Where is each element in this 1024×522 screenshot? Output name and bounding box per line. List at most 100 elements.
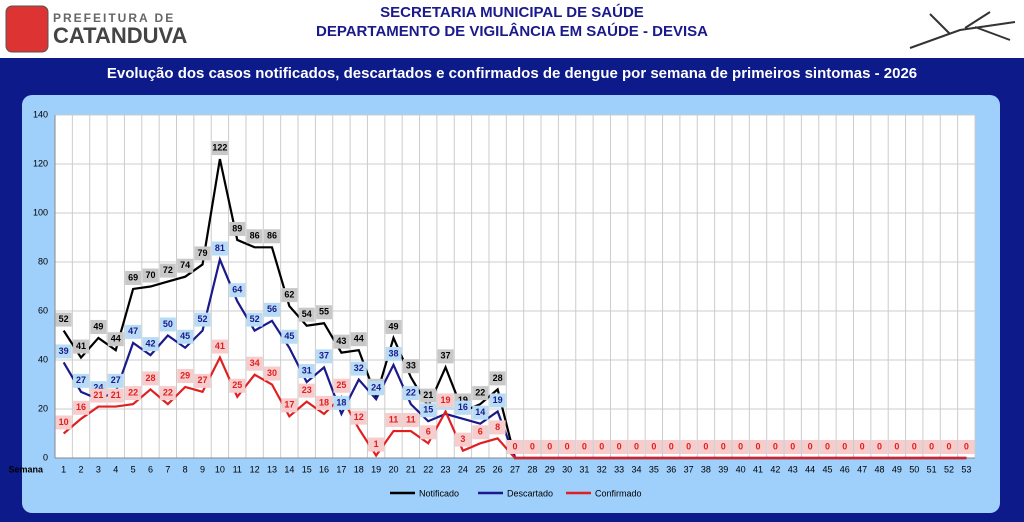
value-label: 21 — [111, 390, 121, 400]
value-label-bg — [628, 440, 645, 454]
value-label-bg — [420, 403, 437, 418]
value-label: 81 — [215, 243, 225, 253]
value-label: 28 — [145, 373, 155, 383]
value-label-bg — [246, 356, 263, 371]
value-label-bg — [750, 440, 767, 454]
value-label: 0 — [721, 441, 726, 451]
value-label: 19 — [458, 395, 468, 405]
value-label-bg — [888, 440, 905, 454]
value-label: 0 — [894, 441, 899, 451]
value-label: 0 — [686, 441, 691, 451]
value-label-bg — [437, 393, 454, 408]
value-label-bg — [55, 415, 72, 430]
value-label: 8 — [495, 422, 500, 432]
y-tick-label: 120 — [33, 158, 48, 168]
value-label-bg — [437, 349, 454, 364]
x-tick-label: 31 — [579, 464, 589, 474]
value-label-bg — [211, 339, 228, 354]
value-label-bg — [836, 440, 853, 454]
value-label: 1 — [374, 439, 379, 449]
value-label-bg — [472, 425, 489, 440]
value-label-bg — [316, 305, 333, 320]
value-label: 0 — [547, 441, 552, 451]
value-label-bg — [350, 361, 367, 376]
value-label: 18 — [336, 397, 346, 407]
legend-label: Descartado — [507, 488, 553, 498]
x-tick-label: 3 — [96, 464, 101, 474]
value-label: 42 — [145, 338, 155, 348]
value-label-bg — [368, 381, 385, 396]
value-label-bg — [125, 324, 142, 339]
value-label-bg — [368, 437, 385, 452]
value-label-bg — [576, 440, 593, 454]
value-label-bg — [263, 366, 280, 381]
value-label: 24 — [371, 383, 381, 393]
value-label: 29 — [180, 370, 190, 380]
x-tick-label: 32 — [597, 464, 607, 474]
y-tick-label: 140 — [33, 109, 48, 119]
value-label: 56 — [267, 304, 277, 314]
value-label: 0 — [530, 441, 535, 451]
value-label: 0 — [738, 441, 743, 451]
x-tick-label: 48 — [875, 464, 885, 474]
value-label: 25 — [336, 380, 346, 390]
value-label-bg — [472, 405, 489, 420]
value-label: 49 — [388, 321, 398, 331]
mosquito-icon — [909, 11, 1016, 49]
value-label-bg — [350, 410, 367, 425]
value-label: 122 — [212, 142, 227, 152]
value-label: 32 — [354, 363, 364, 373]
logo-bottom: CATANDUVA — [53, 23, 188, 48]
y-tick-label: 100 — [33, 207, 48, 217]
value-label: 0 — [877, 441, 882, 451]
value-label: 0 — [860, 441, 865, 451]
value-label-bg — [142, 371, 159, 386]
value-label-bg — [680, 440, 697, 454]
value-label-bg — [211, 241, 228, 256]
value-label-bg — [90, 319, 107, 334]
value-label: 19 — [441, 395, 451, 405]
value-label: 0 — [634, 441, 639, 451]
value-label: 0 — [756, 441, 761, 451]
value-label-bg — [333, 378, 350, 393]
value-label: 37 — [441, 351, 451, 361]
x-tick-label: 37 — [684, 464, 694, 474]
value-label: 49 — [93, 321, 103, 331]
value-label: 64 — [232, 285, 242, 295]
value-label: 3 — [460, 434, 465, 444]
value-label: 45 — [284, 331, 294, 341]
value-label: 0 — [964, 441, 969, 451]
value-label: 0 — [842, 441, 847, 451]
x-tick-label: 21 — [406, 464, 416, 474]
value-label-bg — [854, 440, 871, 454]
x-tick-label: 14 — [284, 464, 294, 474]
value-label-bg — [489, 393, 506, 408]
x-tick-label: 44 — [805, 464, 815, 474]
x-tick-label: 46 — [840, 464, 850, 474]
value-label-bg — [420, 388, 437, 403]
value-label: 22 — [128, 387, 138, 397]
value-label-bg — [958, 440, 975, 454]
x-tick-label: 5 — [131, 464, 136, 474]
value-label-bg — [298, 307, 315, 322]
value-label: 11 — [406, 414, 416, 424]
value-label: 0 — [825, 441, 830, 451]
x-tick-label: 42 — [770, 464, 780, 474]
value-label-bg — [246, 229, 263, 244]
value-label-bg — [316, 395, 333, 410]
value-label-bg — [454, 400, 471, 415]
value-label: 0 — [703, 441, 708, 451]
value-label: 0 — [599, 441, 604, 451]
value-label: 0 — [512, 441, 517, 451]
header-bg — [0, 0, 1024, 58]
value-label-bg — [229, 221, 246, 236]
value-label-bg — [107, 388, 124, 403]
value-label-bg — [489, 371, 506, 386]
value-label-bg — [385, 413, 402, 428]
value-label-bg — [281, 329, 298, 344]
value-label: 0 — [651, 441, 656, 451]
value-label: 11 — [389, 414, 399, 424]
value-label: 6 — [478, 427, 483, 437]
value-label: 19 — [493, 395, 503, 405]
value-label: 15 — [423, 405, 433, 415]
